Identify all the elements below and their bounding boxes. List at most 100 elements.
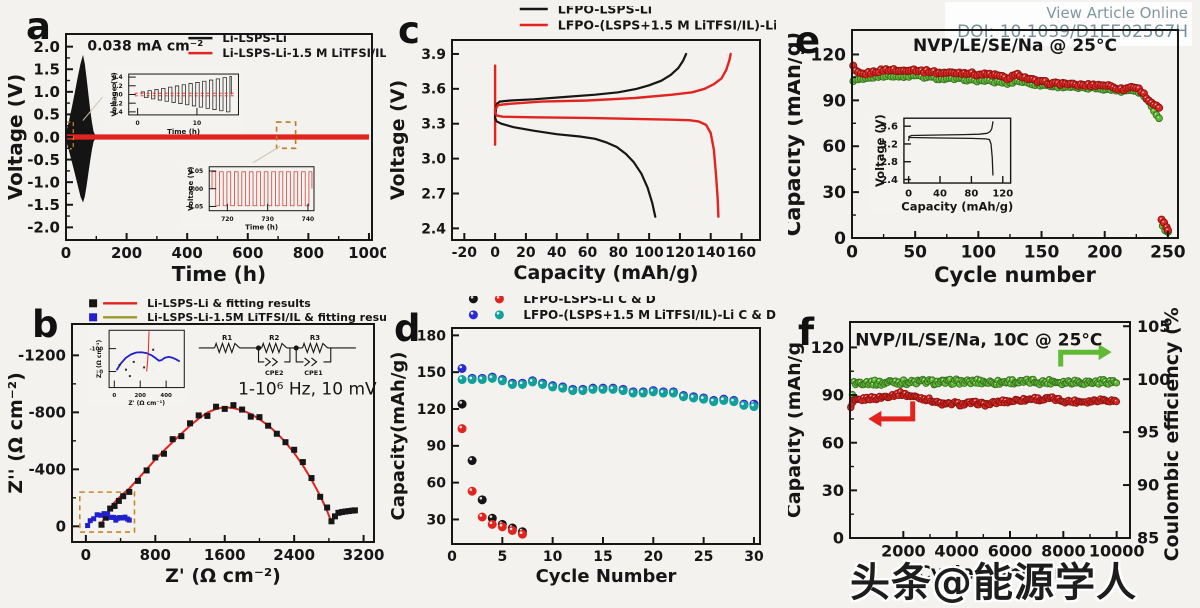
svg-text:2.0: 2.0 xyxy=(33,38,60,56)
plot-frame xyxy=(851,29,1179,239)
svg-text:85: 85 xyxy=(1137,529,1159,548)
series-1 xyxy=(66,134,369,140)
svg-text:Z' (Ω cm⁻²): Z' (Ω cm⁻²) xyxy=(165,565,281,587)
svg-text:400: 400 xyxy=(160,393,172,399)
svg-text:LFPO-(LSPS+1.5 M LiTFSI/IL)-Li: LFPO-(LSPS+1.5 M LiTFSI/IL)-Li xyxy=(558,17,776,32)
article-header: View Article Online DOI: 10.1039/D1EE025… xyxy=(945,2,1192,46)
panel-d-letter: d xyxy=(394,307,421,350)
svg-text:10: 10 xyxy=(543,549,563,565)
svg-text:140: 140 xyxy=(696,245,725,261)
view-article-online-link[interactable]: View Article Online xyxy=(1046,4,1188,22)
axes: 0 40 80 120 2.4 2.8 3.2 3.6 Capacity (mAh/g) Volt… xyxy=(873,114,1013,213)
svg-text:100: 100 xyxy=(1137,370,1170,389)
axes: 0 200 400 600 800 1000 -2.0 -1.5 -1.0 -0.5 0.0 0.5 1… xyxy=(8,38,386,286)
svg-text:Capacity(mAh/g): Capacity(mAh/g) xyxy=(390,352,409,521)
series-group xyxy=(115,331,180,378)
svg-text:25: 25 xyxy=(694,549,713,565)
axes: 2000 4000 6000 8000 10000 0 30 60 90 120 85 90 95 100… xyxy=(788,306,1183,584)
plot-frame xyxy=(849,321,1131,539)
svg-text:30: 30 xyxy=(822,481,844,500)
svg-text:120: 120 xyxy=(811,338,844,357)
svg-text:2400: 2400 xyxy=(273,546,315,564)
svg-text:0: 0 xyxy=(833,529,844,548)
svg-text:0.05: 0.05 xyxy=(188,168,203,175)
series-group xyxy=(65,54,369,203)
chart-d-capacity-vs-cycle: 0 5 10 15 20 25 30 30 60 90 120 150 180 Cycle Number C… xyxy=(390,296,776,587)
panel-f: f 2000 4000 6000 8000 10000 0 30 60 90 120 85 90 95 1… xyxy=(788,306,1192,596)
svg-text:90: 90 xyxy=(427,439,447,455)
svg-text:CPE1: CPE1 xyxy=(304,369,323,377)
svg-text:-0.2: -0.2 xyxy=(110,100,123,107)
panel-b-letter: b xyxy=(32,303,59,346)
series-3 xyxy=(493,52,732,111)
series-1 xyxy=(100,406,333,525)
axes: 0 10 -0.4 -0.20.0 0.2 0.4 Time (h) Voltage (V) xyxy=(110,72,202,136)
svg-text:0: 0 xyxy=(112,393,116,399)
chart-b-nyquist-plot: 0 800 1600 2400 3200 0 -400 -800 -1200 Z' (Ω cm⁻²… xyxy=(8,297,386,587)
series-group xyxy=(849,61,1172,236)
svg-text:3.0: 3.0 xyxy=(421,152,446,168)
panel-b: b 0 800 1600 2400 3200 0 -400 -800 -1200 Z' (Ω cm… xyxy=(8,296,386,596)
watermark-text: 头条@能源学人 xyxy=(850,560,1137,606)
series-5 xyxy=(249,145,281,166)
series-3 xyxy=(331,507,358,520)
svg-text:1600: 1600 xyxy=(204,546,246,564)
svg-text:0.0: 0.0 xyxy=(33,128,60,146)
panel-a-letter: a xyxy=(26,5,51,48)
svg-text:Cycle Number: Cycle Number xyxy=(536,566,677,587)
series-0 xyxy=(140,76,232,113)
svg-text:120: 120 xyxy=(811,45,847,65)
svg-text:6000: 6000 xyxy=(988,542,1033,561)
svg-text:10: 10 xyxy=(193,120,201,127)
inset-0: 0 200 400 0 -100 Z' (Ω cm⁻¹) Z'' (Ω cm⁻¹) xyxy=(87,327,189,407)
svg-text:Voltage (V): Voltage (V) xyxy=(111,72,119,116)
svg-text:LFPO-LSPS-Li: LFPO-LSPS-Li xyxy=(558,6,652,16)
series-group xyxy=(493,52,732,218)
svg-text:Time (h): Time (h) xyxy=(167,128,200,136)
svg-text:20: 20 xyxy=(516,245,536,261)
svg-text:-20: -20 xyxy=(452,245,478,261)
svg-text:-400: -400 xyxy=(28,461,66,479)
svg-text:-0.05: -0.05 xyxy=(186,204,203,211)
svg-text:Li-LSPS-Li & fitting results: Li-LSPS-Li & fitting results xyxy=(147,297,311,310)
svg-text:30: 30 xyxy=(822,183,846,203)
svg-text:400: 400 xyxy=(172,244,203,262)
svg-text:720: 720 xyxy=(221,216,234,223)
svg-text:90: 90 xyxy=(822,91,846,111)
svg-text:Voltage (V): Voltage (V) xyxy=(187,167,195,211)
panel-a: a 0 200 400 600 800 1000 -2.0 -1.5 -1.0 -0.5 0.0 0.… xyxy=(8,6,386,294)
svg-text:80: 80 xyxy=(964,189,978,200)
plot-frame xyxy=(451,327,761,545)
series-1 xyxy=(907,136,994,176)
svg-text:120: 120 xyxy=(992,189,1013,200)
svg-text:3.3: 3.3 xyxy=(421,117,446,133)
panel-c: c -20 0 20 40 60 80 100 120 140 160 2.4 2.7 3.0 3.3 3.… xyxy=(390,6,776,294)
svg-text:200: 200 xyxy=(1087,242,1123,262)
svg-text:Cycle number: Cycle number xyxy=(934,263,1096,287)
series-0 xyxy=(79,491,136,533)
svg-text:30: 30 xyxy=(427,512,447,528)
svg-text:80: 80 xyxy=(609,245,629,261)
svg-text:Li-LSPS-Li-1.5M LiTFSI/IL & fi: Li-LSPS-Li-1.5M LiTFSI/IL & fitting resu… xyxy=(147,311,386,324)
svg-text:3.9: 3.9 xyxy=(421,47,446,63)
svg-text:Time (h): Time (h) xyxy=(172,262,266,286)
series-4 xyxy=(493,110,720,218)
series-group xyxy=(211,171,313,207)
svg-text:0: 0 xyxy=(136,120,140,127)
series-3 xyxy=(457,373,759,412)
svg-text:Voltage (V): Voltage (V) xyxy=(873,114,887,187)
svg-text:R1: R1 xyxy=(222,334,232,342)
svg-text:40: 40 xyxy=(933,189,947,200)
svg-text:800: 800 xyxy=(140,546,171,564)
svg-text:2.7: 2.7 xyxy=(421,186,446,202)
svg-text:Coulombic efficiency (%): Coulombic efficiency (%) xyxy=(1161,306,1183,561)
axes: 0 800 1600 2400 3200 0 -400 -800 -1200 Z' (Ω cm⁻²… xyxy=(8,347,384,587)
svg-text:60: 60 xyxy=(822,433,844,452)
inset-0: 0 10 -0.4 -0.20.0 0.2 0.4 Time (h) Voltage (V) xyxy=(102,70,244,136)
svg-text:0.0: 0.0 xyxy=(112,92,123,99)
svg-text:150: 150 xyxy=(1024,242,1060,262)
plot-frame xyxy=(451,39,761,241)
svg-text:LFPO-LSPS-Li C & D: LFPO-LSPS-Li C & D xyxy=(523,296,655,306)
doi-text: DOI: 10.1039/D1EE02567H xyxy=(957,22,1188,42)
